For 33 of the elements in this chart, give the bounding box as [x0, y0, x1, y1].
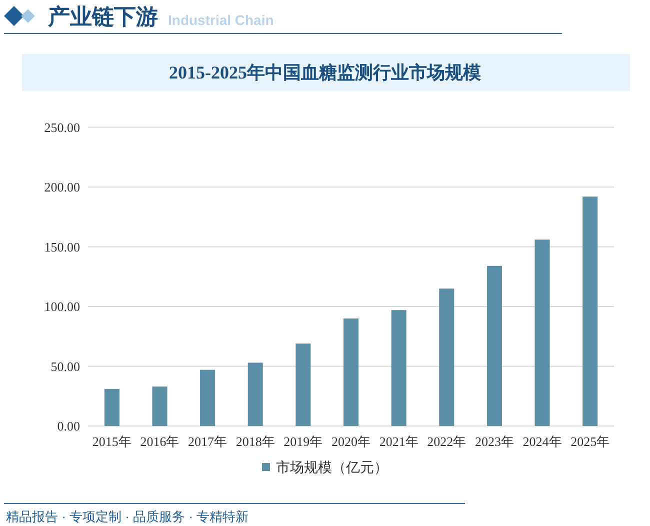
y-tick-label: 150.00 [44, 239, 80, 254]
y-tick-label: 250.00 [44, 120, 80, 135]
bar [200, 370, 216, 426]
x-tick-label: 2020年 [332, 434, 370, 449]
bar [104, 388, 120, 426]
text: 产业链下游 [47, 4, 158, 29]
x-tick-label: 2024年 [522, 434, 562, 449]
y-tick-label: 200.00 [44, 180, 80, 195]
bar [343, 318, 359, 426]
x-tick-label: 2021年 [379, 434, 418, 449]
bar [248, 362, 263, 426]
bar [439, 288, 454, 426]
y-tick-label: 100.00 [44, 299, 80, 314]
text: Industrial Chain [168, 12, 274, 28]
legend-label: 市场规模（亿元） [276, 458, 388, 475]
x-tick-label: 2022年 [427, 434, 466, 449]
x-tick-label: 2019年 [284, 434, 323, 449]
x-tick-label: 2017年 [188, 434, 228, 449]
bar [296, 344, 311, 426]
bar [391, 310, 406, 426]
bar [486, 266, 502, 426]
bar [152, 386, 168, 426]
y-tick-label: 50.00 [50, 358, 80, 374]
y-tick-label: 0.00 [57, 418, 80, 434]
x-tick-label: 2025年 [570, 434, 610, 449]
x-tick-label: 2015年 [92, 434, 132, 449]
x-tick-label: 2018年 [236, 434, 275, 449]
chart-title: 2015-2025年中国血糖监测行业市场规模 [169, 62, 481, 82]
bar [534, 240, 550, 426]
bar [582, 196, 598, 426]
x-tick-label: 2016年 [140, 434, 180, 449]
text: 精品报告 · 专项定制 · 品质服务 · 专精特新 [6, 509, 249, 524]
x-tick-label: 2023年 [474, 434, 514, 449]
